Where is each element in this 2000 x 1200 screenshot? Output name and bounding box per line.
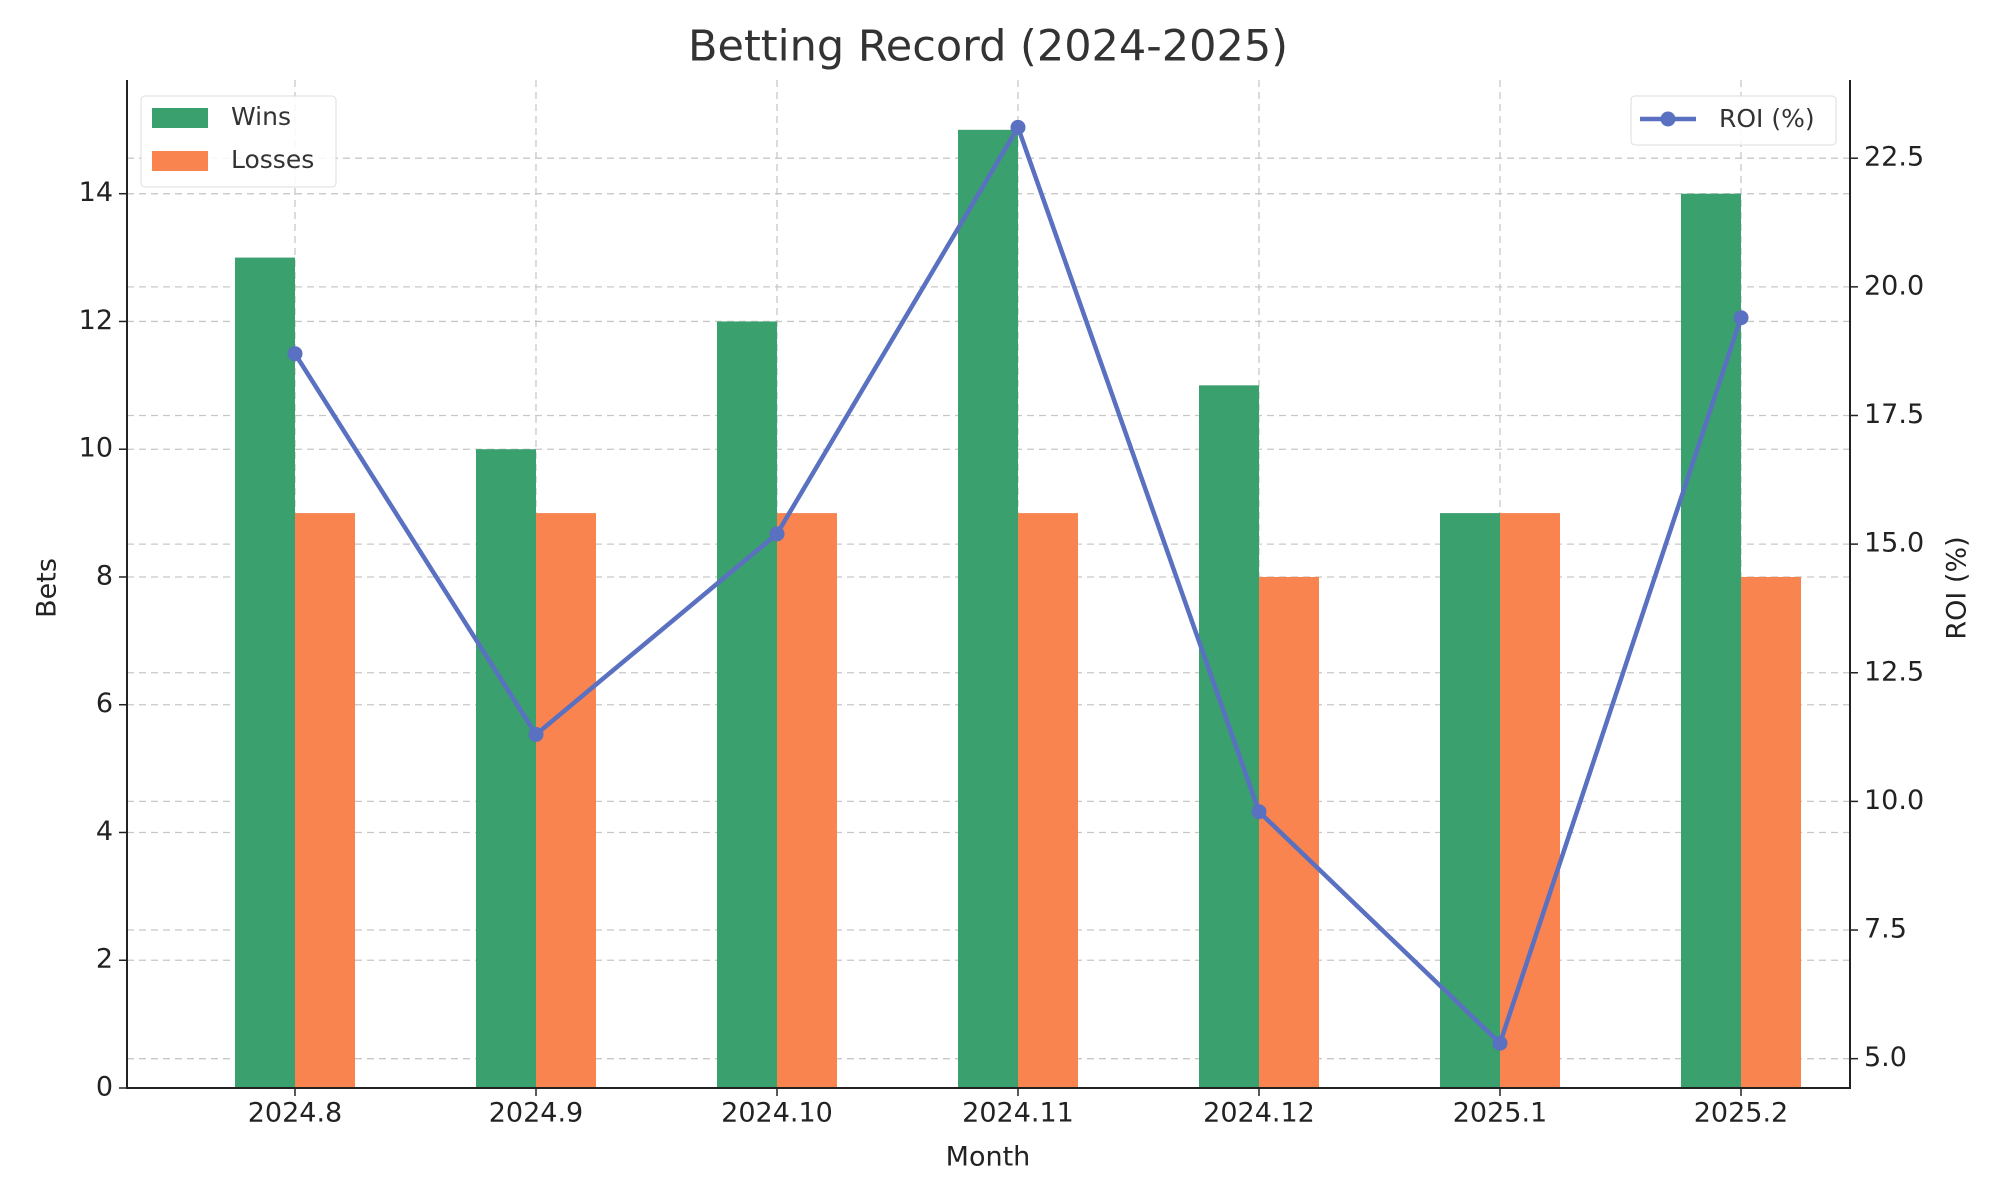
x-tick-label: 2024.8 [248,1098,342,1129]
point [528,727,544,743]
bar [1018,513,1078,1088]
point [1492,1035,1508,1051]
x-axis-label: Month [946,1142,1031,1173]
bar [777,513,837,1088]
y-tick-label: 12 [79,305,113,336]
legend-label: Losses [231,145,314,174]
x-tick-label: 2024.12 [1203,1098,1315,1129]
x-tick-label: 2024.11 [962,1098,1074,1129]
chart-title: Betting Record (2024-2025) [688,22,1288,72]
bar [958,129,1018,1089]
point [1010,119,1026,135]
y2-tick-label: 22.5 [1864,142,1924,173]
legend-swatch [152,151,208,171]
y2-tick-label: 15.0 [1864,528,1924,559]
bar [1500,513,1560,1088]
bar [235,257,295,1088]
y-tick-label: 2 [96,944,113,975]
y-tick-label: 4 [96,816,113,847]
x-tick-label: 2024.10 [721,1098,833,1129]
point [1733,310,1749,326]
legend-label: ROI (%) [1719,104,1815,133]
bar [295,513,355,1088]
y2-axis-label: ROI (%) [1942,536,1973,639]
y-tick-label: 6 [96,688,113,719]
y2-tick-label: 20.0 [1864,270,1924,301]
point [769,526,785,542]
bar [1259,576,1319,1088]
y-axis-label: Bets [32,558,63,618]
bar [1681,193,1741,1088]
y2-tick-label: 17.5 [1864,399,1924,430]
bar [1440,513,1500,1088]
y-tick-label: 10 [79,433,113,464]
legend-swatch [152,108,208,128]
legend-box [1630,95,1837,146]
y-tick-label: 14 [79,177,113,208]
y2-tick-label: 10.0 [1864,785,1924,816]
legend-label: Wins [231,102,291,131]
bar [717,321,777,1088]
x-tick-label: 2025.1 [1453,1098,1547,1129]
point [1251,804,1267,820]
bar [1199,385,1259,1089]
y2-tick-label: 7.5 [1864,914,1907,945]
legend-marker [1660,111,1676,127]
x-tick-label: 2025.2 [1694,1098,1788,1129]
point [287,346,303,362]
bar [536,513,596,1088]
y2-tick-label: 12.5 [1864,656,1924,687]
y2-tick-label: 5.0 [1864,1042,1907,1073]
x-tick-label: 2024.9 [489,1098,583,1129]
bar [476,449,536,1088]
y-tick-label: 0 [96,1072,113,1103]
y-tick-label: 8 [96,560,113,591]
bar [1741,576,1801,1088]
axes [126,80,1851,1089]
